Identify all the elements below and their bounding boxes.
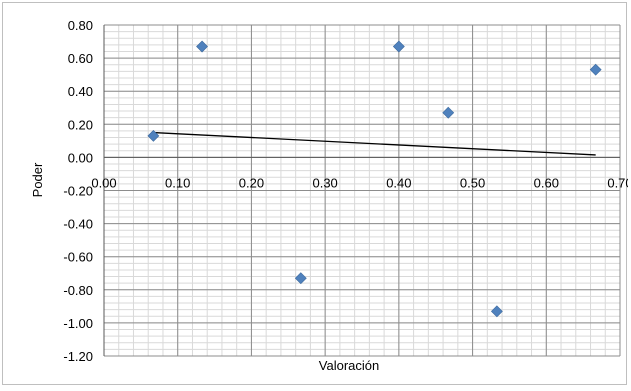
data-point bbox=[442, 106, 455, 119]
y-tick-label: 0.40 bbox=[68, 84, 93, 99]
x-tick-label: 0.50 bbox=[460, 175, 485, 190]
y-tick-label: -0.60 bbox=[63, 250, 93, 265]
data-point bbox=[294, 272, 307, 285]
x-tick-label: 0.10 bbox=[165, 175, 190, 190]
x-tick-label: 0.60 bbox=[534, 175, 559, 190]
data-point bbox=[147, 129, 160, 142]
x-tick-label: 0.40 bbox=[386, 175, 411, 190]
x-tick-label: 0.30 bbox=[312, 175, 337, 190]
y-tick-label: -0.40 bbox=[63, 217, 93, 232]
y-tick-label: -0.80 bbox=[63, 283, 93, 298]
data-points bbox=[147, 40, 602, 318]
y-tick-label: -0.20 bbox=[63, 184, 93, 199]
y-tick-label: 0.20 bbox=[68, 117, 93, 132]
tick-labels: 0.00 0.10 0.20 0.30 0.40 0.50 0.60 0.70 0.80 0.60… bbox=[63, 18, 631, 364]
data-point bbox=[589, 63, 602, 76]
y-tick-label: 0.60 bbox=[68, 51, 93, 66]
data-point bbox=[392, 40, 405, 53]
grid-lines bbox=[103, 24, 621, 357]
chart-frame: 0.00 0.10 0.20 0.30 0.40 0.50 0.60 0.70 0.80 0.60… bbox=[2, 2, 631, 385]
data-point bbox=[196, 40, 208, 53]
trendline-group bbox=[153, 131, 596, 156]
x-tick-label: 0.20 bbox=[239, 175, 264, 190]
x-tick-label: 0.00 bbox=[91, 175, 116, 190]
x-axis-label: Valoración bbox=[319, 358, 379, 373]
y-tick-label: -1.20 bbox=[63, 349, 93, 364]
trendline bbox=[153, 131, 596, 156]
y-tick-label: 0.80 bbox=[68, 18, 93, 33]
y-tick-label: 0.00 bbox=[68, 150, 93, 165]
y-axis-label: Poder bbox=[30, 162, 45, 197]
data-point bbox=[490, 305, 503, 318]
scatter-chart: 0.00 0.10 0.20 0.30 0.40 0.50 0.60 0.70 0.80 0.60… bbox=[30, 18, 631, 373]
x-tick-label: 0.70 bbox=[607, 175, 628, 190]
axes bbox=[103, 25, 620, 356]
y-tick-label: -1.00 bbox=[63, 316, 93, 331]
